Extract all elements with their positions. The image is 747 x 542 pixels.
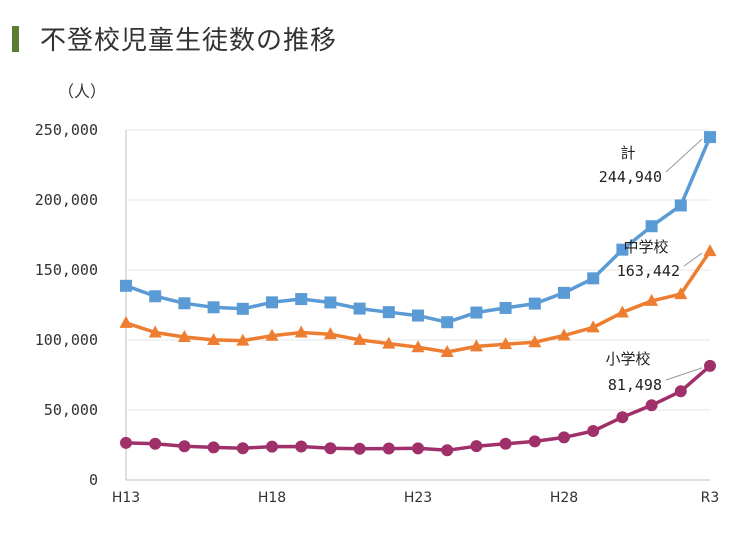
y-tick-label: 200,000 [35, 191, 98, 209]
data-point [674, 287, 688, 300]
data-point [469, 339, 483, 352]
y-tick-label: 0 [89, 471, 98, 489]
data-point [236, 442, 249, 455]
data-point [236, 302, 249, 315]
y-axis-ticks: 0 50,000 100,000 150,000 200,000 250,000 [35, 121, 98, 489]
callout-value: 163,442 [617, 262, 680, 280]
series-square [120, 131, 716, 329]
data-point [441, 444, 454, 457]
data-point [207, 301, 220, 314]
data-point [324, 442, 337, 455]
series-triangle [119, 244, 717, 357]
y-tick-label: 100,000 [35, 331, 98, 349]
callout-value: 244,940 [599, 168, 662, 186]
data-point [412, 309, 424, 322]
data-point [120, 436, 132, 449]
callout-value: 81,498 [608, 376, 662, 394]
data-point [382, 336, 396, 349]
y-tick-label: 150,000 [35, 261, 98, 279]
data-point [411, 340, 425, 353]
callout-label: 中学校 [623, 238, 668, 256]
data-point [645, 220, 658, 233]
data-point [266, 296, 278, 309]
data-point [177, 329, 191, 342]
data-point [382, 306, 395, 319]
callout-leader-line [665, 138, 703, 173]
data-point [674, 199, 687, 212]
data-point [382, 442, 395, 455]
data-point [499, 437, 512, 450]
x-tick-label: H28 [550, 490, 578, 506]
title-accent-bar [12, 26, 19, 52]
data-point [266, 440, 278, 453]
data-point [178, 297, 191, 310]
data-point [704, 359, 716, 372]
data-point [703, 244, 717, 257]
callout-leader-line [665, 367, 703, 381]
callout-label: 小学校 [605, 350, 650, 368]
x-axis-ticks: H13 H18 H23 H28 R3 [112, 490, 719, 506]
data-point [148, 325, 162, 338]
data-point [528, 435, 541, 448]
data-point [499, 337, 513, 350]
data-point [440, 344, 454, 357]
data-point [295, 293, 308, 306]
data-point [412, 442, 424, 455]
data-point [704, 131, 716, 144]
data-point [558, 431, 570, 444]
data-point [178, 440, 191, 453]
data-point [616, 243, 629, 256]
data-point [587, 272, 600, 285]
callout-leader-line [683, 252, 703, 267]
data-point [207, 441, 220, 454]
x-tick-label: H18 [258, 490, 286, 506]
data-point [149, 290, 162, 303]
data-point [353, 442, 366, 455]
data-point [353, 302, 366, 315]
y-tick-label: 250,000 [35, 121, 98, 139]
data-point [353, 332, 367, 345]
page-title: 不登校児童生徒数の推移 [40, 26, 338, 56]
data-point [586, 320, 600, 333]
data-point [323, 327, 337, 340]
data-point [558, 286, 570, 299]
data-point [674, 385, 687, 398]
data-point [119, 315, 133, 328]
data-point [528, 297, 541, 310]
series-group [119, 131, 717, 457]
data-point [616, 411, 629, 424]
x-tick-label: H23 [404, 490, 432, 506]
data-point [645, 293, 659, 306]
data-point [557, 328, 571, 341]
data-point [149, 437, 162, 450]
data-point [587, 424, 600, 437]
data-point [441, 316, 454, 329]
data-point [470, 306, 483, 319]
x-tick-label: R3 [701, 490, 720, 506]
data-point [499, 301, 512, 314]
data-point [470, 440, 483, 453]
data-point [615, 305, 629, 318]
data-point [265, 328, 279, 341]
data-point [207, 332, 221, 345]
callout-label: 計 [620, 144, 635, 162]
data-point [324, 296, 337, 309]
x-tick-label: H13 [112, 490, 140, 506]
callout-group: 計 244,940 中学校 163,442 小学校 81,498 [599, 138, 703, 394]
series-line [125, 136, 712, 324]
y-axis-unit-label: （人） [58, 82, 107, 101]
data-point [236, 333, 250, 346]
data-point [295, 440, 308, 453]
y-gridlines [125, 129, 710, 481]
data-point [528, 335, 542, 348]
data-point [645, 399, 658, 412]
y-tick-label: 50,000 [44, 401, 98, 419]
data-point [294, 325, 308, 338]
data-point [120, 279, 132, 292]
series-circle [120, 359, 716, 457]
